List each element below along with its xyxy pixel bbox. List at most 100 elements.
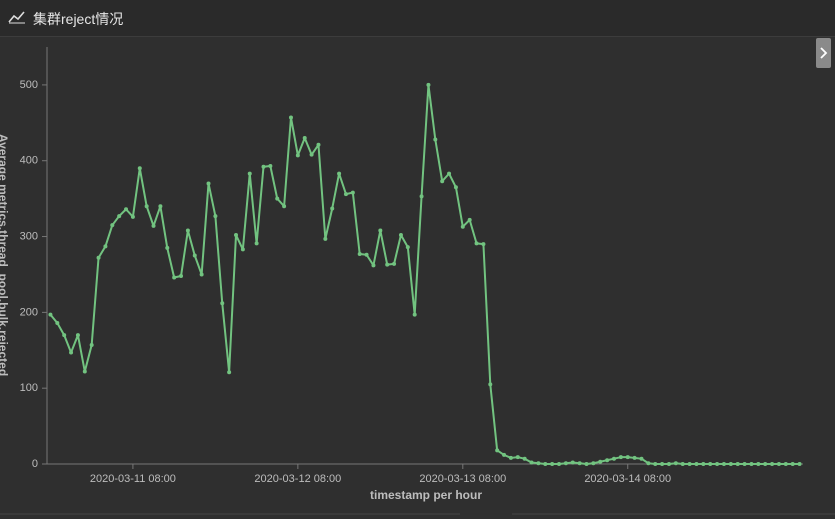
data-point — [158, 204, 163, 209]
data-point — [694, 462, 699, 466]
data-point — [295, 153, 300, 158]
x-tick-label: 2020-03-11 08:00 — [90, 473, 176, 485]
data-point — [440, 179, 445, 184]
data-point — [522, 456, 527, 461]
data-point — [206, 181, 211, 186]
data-point — [199, 272, 204, 277]
x-tick-label: 2020-03-14 08:00 — [584, 473, 671, 485]
data-point — [550, 462, 555, 466]
data-point — [130, 214, 135, 219]
data-point — [632, 455, 637, 460]
data-point — [653, 462, 658, 466]
data-point — [137, 166, 142, 171]
data-point — [412, 312, 417, 317]
data-point — [625, 455, 630, 460]
data-point — [447, 171, 452, 176]
data-point — [687, 462, 692, 466]
data-point — [185, 228, 190, 233]
data-point — [715, 462, 720, 466]
data-point — [343, 192, 348, 197]
data-point — [742, 462, 747, 466]
data-point — [660, 462, 665, 466]
data-point — [172, 275, 177, 280]
data-point — [680, 462, 685, 466]
data-point — [337, 171, 342, 176]
data-point — [721, 462, 726, 466]
data-point — [749, 462, 754, 466]
data-point — [460, 224, 465, 229]
data-point — [508, 455, 513, 460]
data-point — [419, 194, 424, 199]
data-point — [378, 228, 383, 233]
panel-title: 集群reject情况 — [33, 11, 124, 27]
data-point — [453, 185, 458, 190]
data-point — [165, 245, 170, 250]
data-point — [247, 171, 252, 176]
data-point — [89, 342, 94, 347]
data-point — [220, 301, 225, 306]
data-point — [254, 241, 259, 246]
x-tick-label: 2020-03-12 08:00 — [254, 473, 341, 485]
data-point — [110, 223, 115, 228]
data-point — [591, 461, 596, 466]
data-point — [124, 207, 129, 212]
y-tick-label: 300 — [20, 230, 38, 242]
data-point — [433, 137, 438, 142]
data-point — [584, 462, 589, 466]
data-point — [144, 204, 149, 209]
data-point — [151, 223, 156, 228]
data-point — [495, 448, 500, 453]
data-point — [330, 206, 335, 211]
data-point — [646, 461, 651, 466]
y-tick-label: 100 — [20, 382, 38, 394]
data-point — [763, 462, 768, 466]
data-point — [227, 370, 232, 375]
data-point — [371, 263, 376, 268]
data-point — [392, 261, 397, 266]
data-point — [735, 462, 740, 466]
y-axis-label: Average metrics.thread_pool.bulk.rejecte… — [0, 134, 10, 376]
panel-header: 集群reject情况 — [0, 0, 835, 37]
y-tick-label: 500 — [20, 79, 38, 91]
data-point — [536, 461, 541, 466]
data-point — [323, 236, 328, 241]
data-point — [82, 369, 87, 374]
data-point — [288, 115, 293, 120]
data-point — [639, 456, 644, 461]
data-point — [543, 462, 548, 466]
data-point — [55, 320, 60, 325]
data-point — [756, 462, 761, 466]
data-point — [69, 350, 74, 355]
data-point — [557, 462, 562, 466]
data-point — [234, 233, 238, 238]
data-point — [275, 196, 280, 201]
data-point — [385, 262, 390, 267]
data-point — [790, 462, 795, 466]
data-point — [618, 455, 623, 460]
data-point — [62, 333, 67, 338]
data-point — [282, 204, 287, 209]
data-point — [364, 252, 369, 257]
data-point — [612, 456, 616, 461]
data-point — [598, 459, 603, 464]
series-line — [49, 83, 800, 465]
data-point — [426, 82, 431, 87]
data-point — [240, 247, 245, 252]
data-point — [357, 251, 362, 256]
x-tick-label: 2020-03-13 08:00 — [419, 473, 506, 485]
data-point — [405, 245, 410, 250]
chart-icon — [8, 11, 25, 24]
y-tick-label: 400 — [20, 155, 38, 167]
collapse-button[interactable] — [816, 38, 831, 68]
data-point — [728, 462, 733, 466]
data-point — [666, 462, 671, 466]
data-point — [605, 458, 610, 463]
data-point — [783, 462, 788, 466]
data-point — [502, 452, 507, 457]
data-point — [103, 244, 108, 249]
data-point — [673, 461, 678, 466]
data-point — [708, 462, 713, 466]
data-point — [48, 312, 53, 317]
data-point — [192, 253, 197, 258]
